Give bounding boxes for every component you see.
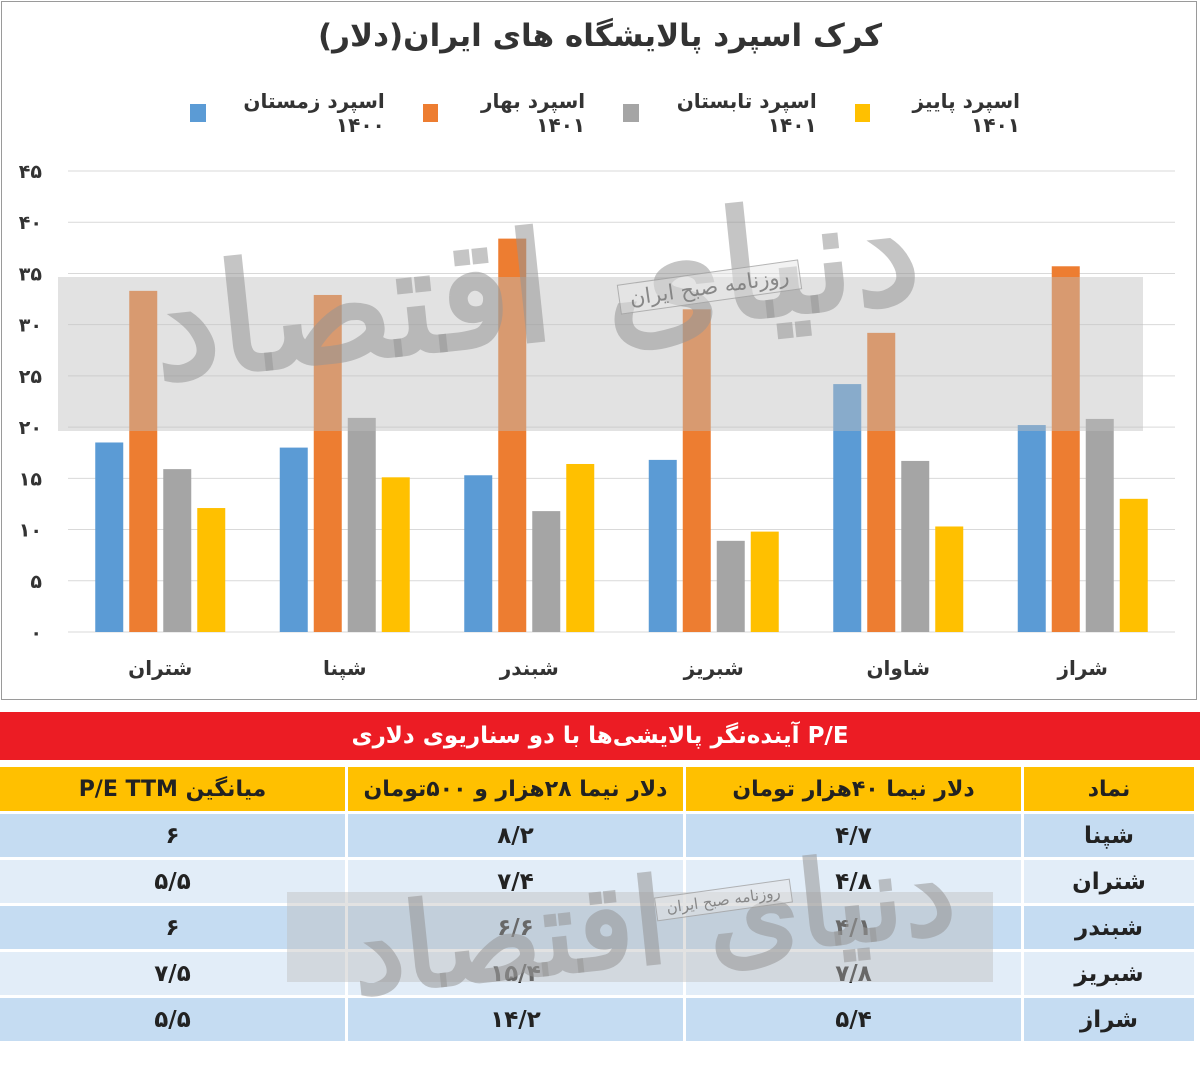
bar <box>935 526 964 632</box>
legend-swatch <box>422 104 439 122</box>
bar <box>1119 498 1148 632</box>
watermark-band <box>58 277 1143 431</box>
cell-symbol: شتران <box>1024 860 1194 903</box>
cell-pe-40k: ۷/۸ <box>686 952 1021 995</box>
cell-pe-40k: ۵/۴ <box>686 998 1021 1041</box>
y-tick-label: ۱۵ <box>19 468 43 490</box>
legend-label: اسپرد بهار ۱۴۰۱ <box>481 89 586 137</box>
y-tick-label: ۳۰ <box>19 315 42 337</box>
cell-pe-28k: ۱۴/۲ <box>348 998 683 1041</box>
table-row: شتران ۴/۸ ۷/۴ ۵/۵ <box>0 860 1194 903</box>
bar <box>867 332 896 632</box>
x-category-label: شپنا <box>323 656 367 681</box>
legend-item: اسپرد تابستان ۱۴۰۱ <box>623 89 817 137</box>
chart-legend: اسپرد زمستان ۱۴۰۰ اسپرد بهار ۱۴۰۱ اسپرد تا… <box>190 89 1020 137</box>
table-row: شراز ۵/۴ ۱۴/۲ ۵/۵ <box>0 998 1194 1041</box>
y-tick-label: ۴۵ <box>19 161 43 183</box>
x-category-label: شاوان <box>866 656 930 680</box>
bar <box>347 417 376 632</box>
header-scenario-40k: دلار نیما ۴۰هزار تومان <box>686 767 1021 811</box>
bar <box>566 463 595 632</box>
bar <box>279 447 308 632</box>
cell-pe-28k: ۷/۴ <box>348 860 683 903</box>
cell-pe-ttm: ۶ <box>0 814 345 857</box>
bar <box>163 469 192 632</box>
cell-pe-40k: ۴/۱ <box>686 906 1021 949</box>
bar <box>381 477 410 632</box>
cell-pe-ttm: ۷/۵ <box>0 952 345 995</box>
header-pe-ttm: میانگین P/E TTM <box>0 767 345 811</box>
pe-table-section: P/E آینده‌نگر پالایشی‌ها با دو سناریوی د… <box>0 712 1200 1078</box>
cell-pe-40k: ۴/۷ <box>686 814 1021 857</box>
bar-chart: ۰ ۵ ۱۰ ۱۵ ۲۰ ۲۵ ۳۰ ۳۵ ۴۰ ۴۵ شتران شپنا شبندر شبریز شاو… <box>19 161 1175 681</box>
watermark-band <box>287 892 993 982</box>
y-tick-label: ۵ <box>30 571 42 593</box>
legend-label: اسپرد تابستان ۱۴۰۱ <box>676 89 817 137</box>
legend-swatch <box>854 104 871 122</box>
cell-pe-28k: ۸/۲ <box>348 814 683 857</box>
header-scenario-28k: دلار نیما ۲۸هزار و ۵۰۰تومان <box>348 767 683 811</box>
legend-swatch <box>623 104 639 122</box>
legend-swatch <box>190 104 206 122</box>
bar <box>129 290 158 632</box>
y-tick-label: ۲۰ <box>19 417 42 439</box>
bar <box>532 511 561 632</box>
cell-pe-ttm: ۶ <box>0 906 345 949</box>
cell-symbol: شراز <box>1024 998 1194 1041</box>
bar <box>1085 418 1114 632</box>
bar <box>716 540 745 632</box>
table-row: شبندر ۴/۱ ۶/۶ ۶ <box>0 906 1194 949</box>
y-tick-label: ۳۵ <box>19 263 43 285</box>
bar <box>1051 266 1080 632</box>
bar <box>1017 425 1046 632</box>
header-symbol: نماد <box>1024 767 1194 811</box>
table-row: شپنا ۴/۷ ۸/۲ ۶ <box>0 814 1194 857</box>
legend-item: اسپرد زمستان ۱۴۰۰ <box>190 89 385 137</box>
y-tick-label: ۲۵ <box>19 366 43 388</box>
legend-label: اسپرد پاییز ۱۴۰۱ <box>912 89 1021 137</box>
cell-symbol: شبریز <box>1024 952 1194 995</box>
cell-pe-ttm: ۵/۵ <box>0 998 345 1041</box>
cell-pe-28k: ۱۵/۴ <box>348 952 683 995</box>
pe-table: نماد دلار نیما ۴۰هزار تومان دلار نیما ۲۸… <box>0 764 1197 1044</box>
bar <box>750 531 779 632</box>
table-header-row: نماد دلار نیما ۴۰هزار تومان دلار نیما ۲۸… <box>0 767 1194 811</box>
x-category-label: شبندر <box>499 656 559 680</box>
bar <box>313 294 342 632</box>
legend-item: اسپرد پاییز ۱۴۰۱ <box>854 89 1020 137</box>
cell-symbol: شبندر <box>1024 906 1194 949</box>
y-tick-label: ۱۰ <box>19 520 42 542</box>
x-category-label: شراز <box>1057 656 1108 680</box>
bar <box>648 459 677 632</box>
chart-title: کرک اسپرد پالایشگاه های ایران(دلار) <box>317 18 883 54</box>
bar <box>833 384 862 632</box>
y-tick-label: ۰ <box>30 622 42 644</box>
x-category-label: شتران <box>128 656 192 680</box>
x-category-label: شبریز <box>683 656 744 680</box>
bar <box>464 475 493 632</box>
table-row: شبریز ۷/۸ ۱۵/۴ ۷/۵ <box>0 952 1194 995</box>
table-title: P/E آینده‌نگر پالایشی‌ها با دو سناریوی د… <box>0 712 1200 760</box>
cell-pe-28k: ۶/۶ <box>348 906 683 949</box>
bar <box>682 309 711 632</box>
bar <box>498 238 527 632</box>
legend-label: اسپرد زمستان ۱۴۰۰ <box>243 89 385 137</box>
cell-symbol: شپنا <box>1024 814 1194 857</box>
cell-pe-ttm: ۵/۵ <box>0 860 345 903</box>
bar <box>197 508 226 632</box>
bar <box>95 442 124 632</box>
bar <box>901 460 930 632</box>
legend-item: اسپرد بهار ۱۴۰۱ <box>422 89 585 137</box>
y-tick-label: ۴۰ <box>19 212 42 234</box>
